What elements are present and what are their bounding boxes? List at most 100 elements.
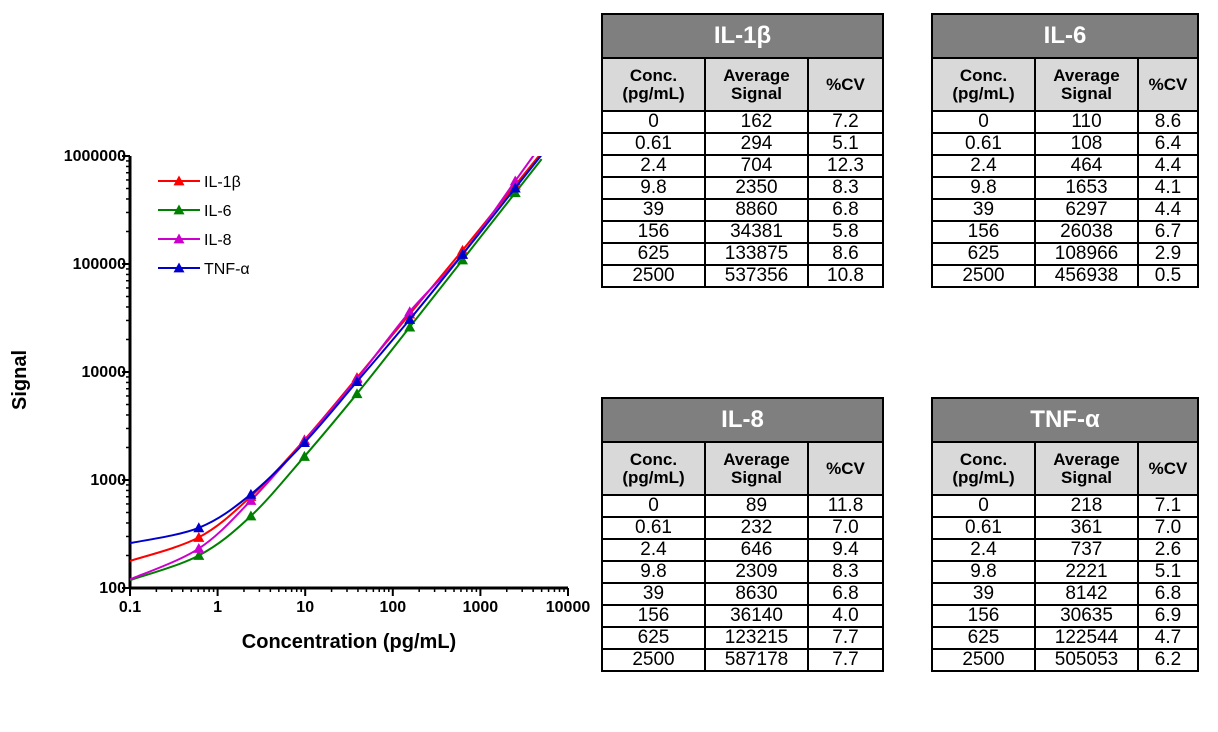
table-cell: 9.4 — [807, 538, 884, 562]
table-cell: 464 — [1034, 154, 1139, 178]
table-row: 2500 456938 0.5 — [931, 264, 1199, 288]
table-cell: 232 — [704, 516, 809, 540]
column-header: %CV — [807, 441, 884, 496]
data-point — [298, 437, 310, 447]
table-cell: 1653 — [1034, 176, 1139, 200]
table-cell: 122544 — [1034, 626, 1139, 650]
x-tick-label: 100 — [379, 599, 406, 616]
legend-label: IL-1β — [204, 174, 241, 191]
table-row: 9.8 1653 4.1 — [931, 176, 1199, 200]
table-cell: 9.8 — [601, 176, 706, 200]
table-cell: 110 — [1034, 110, 1139, 134]
column-header: Conc. (pg/mL) — [931, 57, 1036, 112]
table-cell: 6.2 — [1137, 648, 1199, 672]
column-header: Average Signal — [704, 441, 809, 496]
table-cell: 0 — [601, 494, 706, 518]
table-cell: 39 — [601, 198, 706, 222]
table-cell: 6.4 — [1137, 132, 1199, 156]
table-row: 9.8 2309 8.3 — [601, 560, 884, 584]
y-tick-label: 10000 — [82, 364, 127, 381]
table-cell: 156 — [931, 220, 1036, 244]
table-row: 9.8 2221 5.1 — [931, 560, 1199, 584]
table-row: 2500 505053 6.2 — [931, 648, 1199, 672]
table-cell: 2.4 — [931, 538, 1036, 562]
table-cell: 456938 — [1034, 264, 1139, 288]
table-row: 39 8142 6.8 — [931, 582, 1199, 606]
table-cell: 9.8 — [601, 560, 706, 584]
table-cell: 162 — [704, 110, 809, 134]
table-row: 2500 587178 7.7 — [601, 648, 884, 672]
data-point — [457, 254, 469, 265]
table-cell: 133875 — [704, 242, 809, 266]
table-row: 156 36140 4.0 — [601, 604, 884, 628]
table-title: TNF-α — [931, 397, 1199, 443]
data-point — [193, 543, 205, 553]
il6-table: IL-6 Conc. (pg/mL) Average Signal %CV 0 110 8.6 0… — [931, 13, 1199, 288]
table-cell: 156 — [601, 604, 706, 628]
plot-area — [130, 156, 543, 582]
table-cell: 361 — [1034, 516, 1139, 540]
data-point — [509, 182, 521, 193]
column-header: Average Signal — [704, 57, 809, 112]
table-cell: 8.6 — [807, 242, 884, 266]
table-cell: 9.8 — [931, 560, 1036, 584]
table-cell: 2350 — [704, 176, 809, 200]
column-header: %CV — [1137, 441, 1199, 496]
table-cell: 7.2 — [807, 110, 884, 134]
table-cell: 2.4 — [601, 154, 706, 178]
table-row: 2500 537356 10.8 — [601, 264, 884, 288]
table-cell: 156 — [931, 604, 1036, 628]
y-tick-label: 1000 — [90, 472, 126, 489]
table-cell: 0 — [601, 110, 706, 134]
data-point — [404, 313, 416, 324]
table-cell: 2500 — [601, 648, 706, 672]
table-cell: 2.9 — [1137, 242, 1199, 266]
table-cell: 123215 — [704, 626, 809, 650]
series-line-0 — [130, 156, 541, 562]
table-row: 0.61 232 7.0 — [601, 516, 884, 540]
table-cell: 2500 — [931, 648, 1036, 672]
table-row: 39 8860 6.8 — [601, 198, 884, 222]
table-cell: 4.4 — [1137, 154, 1199, 178]
legend-marker — [173, 175, 185, 186]
data-point — [351, 388, 363, 399]
table-cell: 2500 — [931, 264, 1036, 288]
table-cell: 5.1 — [1137, 560, 1199, 584]
table-title: IL-1β — [601, 13, 884, 59]
data-point — [457, 248, 469, 259]
table-cell: 6.9 — [1137, 604, 1199, 628]
table-cell: 30635 — [1034, 604, 1139, 628]
table-cell: 6.8 — [807, 582, 884, 606]
table-cell: 39 — [931, 198, 1036, 222]
table-cell: 646 — [704, 538, 809, 562]
table-cell: 4.1 — [1137, 176, 1199, 200]
table-cell: 625 — [601, 626, 706, 650]
table-cell: 9.8 — [931, 176, 1036, 200]
table-cell: 36140 — [704, 604, 809, 628]
column-header: Average Signal — [1034, 441, 1139, 496]
column-header: %CV — [1137, 57, 1199, 112]
x-tick-label: 10 — [296, 599, 314, 616]
column-header: %CV — [807, 57, 884, 112]
il8-table: IL-8 Conc. (pg/mL) Average Signal %CV 0 89 11.8 0… — [601, 397, 884, 672]
y-tick-label: 1000000 — [64, 148, 126, 165]
table-cell: 2.4 — [601, 538, 706, 562]
data-point — [245, 494, 257, 505]
table-row: 0 110 8.6 — [931, 110, 1199, 134]
table-cell: 0 — [931, 494, 1036, 518]
table-row: 625 123215 7.7 — [601, 626, 884, 650]
table-cell: 4.4 — [1137, 198, 1199, 222]
table-row: 39 6297 4.4 — [931, 198, 1199, 222]
legend-label: IL-6 — [204, 203, 232, 220]
table-cell: 7.1 — [1137, 494, 1199, 518]
table-row: 0.61 294 5.1 — [601, 132, 884, 156]
legend-label: IL-8 — [204, 232, 232, 249]
table-cell: 6.8 — [807, 198, 884, 222]
table-cell: 7.7 — [807, 648, 884, 672]
table-row: 2.4 704 12.3 — [601, 154, 884, 178]
table-cell: 2.6 — [1137, 538, 1199, 562]
table-row: 9.8 2350 8.3 — [601, 176, 884, 200]
table-cell: 0.61 — [931, 132, 1036, 156]
table-cell: 8.6 — [1137, 110, 1199, 134]
table-cell: 89 — [704, 494, 809, 518]
